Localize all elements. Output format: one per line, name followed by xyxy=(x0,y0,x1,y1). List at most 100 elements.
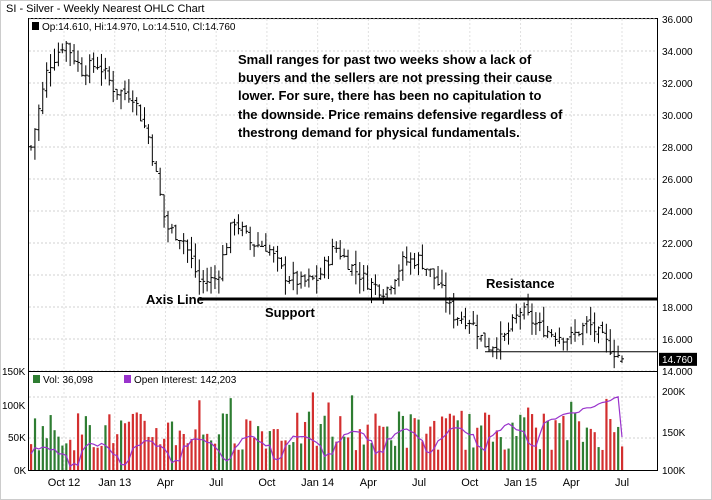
x-tick-label: Jul xyxy=(615,477,629,489)
price-tick-label: 26.000 xyxy=(662,175,693,186)
ohlc-bar xyxy=(205,267,210,292)
volume-bar xyxy=(237,449,240,470)
ohlc-bar xyxy=(165,210,170,243)
ohlc-bar xyxy=(349,264,354,276)
ohlc-bar xyxy=(236,214,241,235)
volume-bar xyxy=(33,418,37,470)
ohlc-bar xyxy=(608,329,613,356)
ohlc-bar xyxy=(573,319,578,342)
volume-bar xyxy=(245,419,248,470)
price-tick-label: 32.000 xyxy=(662,79,693,90)
volume-bar xyxy=(178,430,181,470)
volume-bar xyxy=(605,398,608,470)
volume-bar xyxy=(484,412,487,470)
commentary-line-5: thestrong demand for physical fundamenta… xyxy=(238,125,520,140)
ohlc-bar xyxy=(467,319,472,334)
ohlc-bar xyxy=(209,266,214,294)
ohlc-bar xyxy=(302,274,307,287)
ohlc-bar xyxy=(526,293,531,316)
ohlc-bar xyxy=(150,134,155,166)
ohlc-bar xyxy=(443,272,448,313)
volume-bar xyxy=(174,445,178,470)
volume-bar xyxy=(135,412,138,470)
price-tick-label: 16.000 xyxy=(662,335,693,346)
ohlc-bar xyxy=(592,312,597,342)
volume-bar xyxy=(284,440,287,470)
volume-bar xyxy=(358,429,361,470)
ohlc-bar xyxy=(177,239,182,250)
vol-tick-50k: 50K xyxy=(8,433,26,444)
volume-bar xyxy=(593,432,596,470)
ohlc-bar xyxy=(287,275,292,284)
volume-bar xyxy=(241,449,244,470)
price-tick-label: 36.000 xyxy=(662,15,693,26)
volume-bar xyxy=(538,449,542,470)
ohlc-bar xyxy=(432,268,437,290)
volume-bar xyxy=(347,437,350,470)
volume-bar xyxy=(49,415,52,470)
ohlc-bar xyxy=(392,279,397,295)
volume-bar xyxy=(468,414,471,470)
ohlc-bar xyxy=(518,308,523,330)
ohlc-bar xyxy=(580,322,585,346)
open-interest-line xyxy=(30,395,623,468)
volume-bar xyxy=(260,431,264,470)
ohlc-bar xyxy=(408,252,413,275)
ohlc-bar xyxy=(212,265,217,290)
volume-bar xyxy=(413,418,416,470)
ohlc-bar xyxy=(224,243,229,256)
ohlc-bar xyxy=(400,251,405,281)
ohlc-bar xyxy=(373,274,378,295)
ohlc-bar xyxy=(565,337,570,351)
ohlc-bar xyxy=(162,194,167,228)
volume-bar xyxy=(272,429,275,470)
ohlc-bar xyxy=(377,284,382,300)
ohlc-bar xyxy=(545,325,550,339)
volume-bar xyxy=(374,413,377,470)
volume-bar xyxy=(229,398,232,470)
x-tick-label: Jan 13 xyxy=(98,477,131,489)
volume-bar xyxy=(519,414,522,470)
volume-bar xyxy=(581,441,585,470)
volume-bar xyxy=(366,424,369,470)
volume-bar xyxy=(452,415,455,470)
x-tick-label: Oct 12 xyxy=(48,477,80,489)
ohlc-bar xyxy=(189,236,194,269)
ohlc-bar xyxy=(334,241,339,253)
ohlc-bar xyxy=(514,303,519,324)
ohlc-bar xyxy=(620,355,624,363)
price-tick-label: 22.000 xyxy=(662,239,693,250)
volume-bar xyxy=(523,417,526,470)
volume-bar xyxy=(574,412,577,470)
volume-bar xyxy=(491,441,495,470)
ohlc-bar xyxy=(459,311,464,324)
volume-bar xyxy=(182,433,185,470)
volume-bar xyxy=(139,413,142,470)
volume-bar xyxy=(307,411,311,470)
ohlc-bar xyxy=(365,265,370,290)
ohlc-bar xyxy=(134,97,139,116)
ohlc-bar xyxy=(87,54,92,84)
ohlc-bar xyxy=(471,310,476,326)
ohlc-bar xyxy=(330,238,335,266)
ohlc-bar xyxy=(533,312,538,335)
volume-bar xyxy=(253,437,256,470)
ohlc-bar xyxy=(154,160,159,173)
volume-bar xyxy=(221,413,224,470)
ohlc-bar xyxy=(248,226,253,251)
ohlc-bar xyxy=(126,79,131,103)
ohlc-bar xyxy=(138,104,143,122)
volume-bar xyxy=(131,413,134,470)
ohlc-bar xyxy=(353,250,358,285)
volume-bar xyxy=(417,419,420,470)
ohlc-bar xyxy=(389,285,394,295)
volume-bar xyxy=(288,444,291,470)
ohlc-bar xyxy=(396,264,401,287)
oi-tick-200k: 200K xyxy=(662,387,686,398)
volume-panel: Vol: 36,098 Open Interest: 142,203 150K … xyxy=(2,367,686,477)
ohlc-bar xyxy=(263,233,268,252)
volume-bar xyxy=(315,445,318,470)
volume-bar xyxy=(249,420,252,470)
volume-bar xyxy=(382,426,385,470)
ohlc-bar xyxy=(271,246,276,263)
